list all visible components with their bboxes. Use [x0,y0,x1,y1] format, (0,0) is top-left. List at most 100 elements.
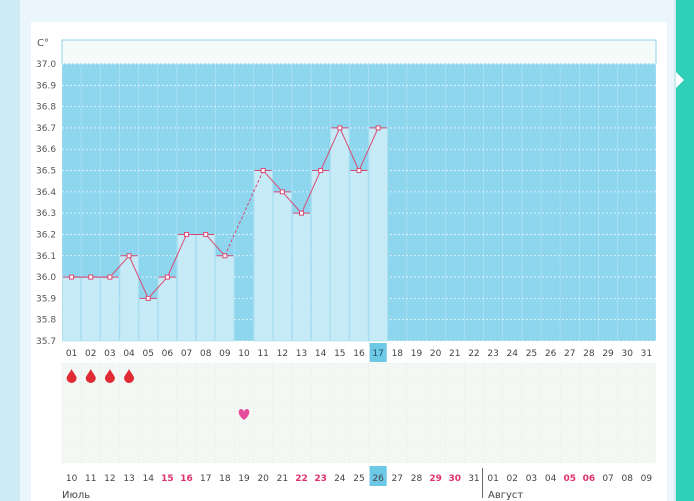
date-label: 17 [200,474,211,484]
date-label: 20 [257,474,269,484]
date-label: 24 [334,474,346,484]
data-point[interactable] [164,274,170,280]
data-point[interactable] [260,168,266,174]
date-label: 16 [180,474,193,484]
month-label-right: Август [488,490,523,501]
data-point[interactable] [318,168,324,174]
data-point[interactable] [184,231,190,237]
day-label: 20 [430,349,442,359]
date-label: 11 [85,474,96,484]
date-label: 06 [583,474,596,484]
temperature-bar [292,212,311,342]
data-point[interactable] [375,125,381,131]
blood-drop-icon [104,369,115,383]
line-segment [301,170,322,214]
day-label: 27 [564,349,575,359]
date-label: 14 [142,474,154,484]
temperature-bar [311,170,331,342]
day-label: 17 [372,349,383,359]
day-label: 24 [507,349,519,359]
line-segment [262,170,283,193]
day-label: 06 [162,349,174,359]
day-label: 08 [200,349,212,359]
day-label: 18 [392,349,404,359]
data-point[interactable] [337,125,343,131]
chart-header-strip [61,39,657,65]
temperature-bar [81,276,101,342]
day-label: 10 [238,349,250,359]
data-point[interactable] [88,274,94,280]
data-point[interactable] [145,295,151,301]
day-label: 04 [123,349,135,359]
blood-drop-icon [124,369,135,383]
data-point[interactable] [299,210,304,216]
day-label: 29 [602,349,614,359]
date-label: 03 [526,474,537,484]
day-label: 14 [315,349,327,359]
date-label: 27 [392,474,403,484]
temperature-bar [100,276,120,342]
line-segment [166,234,187,278]
line-segment [320,127,341,171]
line-segment [147,276,168,299]
y-tick-label: 36.4 [36,188,56,198]
day-label: 26 [545,349,557,359]
y-tick-label: 37.0 [36,60,56,70]
temperature-bar [177,234,196,342]
date-label: 05 [563,474,576,484]
highlight-day-box [369,343,387,362]
day-label: 03 [104,349,115,359]
line-segment [205,234,226,257]
day-label: 19 [411,349,423,359]
date-label: 30 [449,474,462,484]
day-label: 01 [66,349,77,359]
date-label: 21 [277,474,288,484]
day-label: 23 [487,349,498,359]
heart-icon [238,409,250,420]
y-tick-label: 36.7 [36,124,56,134]
y-tick-label: 36.5 [36,167,56,177]
data-point[interactable] [69,274,75,280]
left-strip [0,0,20,501]
data-point[interactable] [107,274,113,280]
y-tick-label: 35.8 [36,316,56,326]
y-axis-unit: C° [37,38,49,49]
date-label: 07 [602,474,613,484]
data-point[interactable] [356,168,362,174]
date-label: 04 [545,474,557,484]
highlight-date-box [369,466,387,486]
date-label: 12 [104,474,115,484]
date-label: 23 [314,474,327,484]
y-tick-label: 36.0 [36,273,56,283]
date-label: 08 [621,474,633,484]
date-label: 19 [238,474,250,484]
day-label: 02 [85,349,96,359]
dashed-line-segment [224,170,264,256]
temperature-bar [349,170,369,342]
right-side-bar[interactable] [676,0,694,501]
day-label: 15 [334,349,345,359]
data-point[interactable] [279,189,285,195]
line-segment [358,127,379,171]
arrow-right-icon[interactable] [676,72,684,88]
y-tick-label: 35.7 [36,337,56,347]
temperature-bar [138,298,158,342]
data-point[interactable] [222,253,228,259]
temperature-bar [62,276,81,342]
date-label: 26 [372,474,384,484]
line-segment [109,255,130,278]
data-point[interactable] [203,231,209,237]
blood-drop-icon [66,369,77,383]
temperature-bar [196,234,216,342]
day-label: 21 [449,349,460,359]
date-label: 28 [411,474,423,484]
y-tick-label: 36.9 [36,81,56,91]
y-tick-label: 36.3 [36,209,56,219]
day-label: 05 [142,349,153,359]
date-label: 15 [161,474,174,484]
date-label: 02 [507,474,518,484]
data-point[interactable] [126,253,132,259]
date-label: 10 [66,474,78,484]
date-label: 31 [468,474,479,484]
